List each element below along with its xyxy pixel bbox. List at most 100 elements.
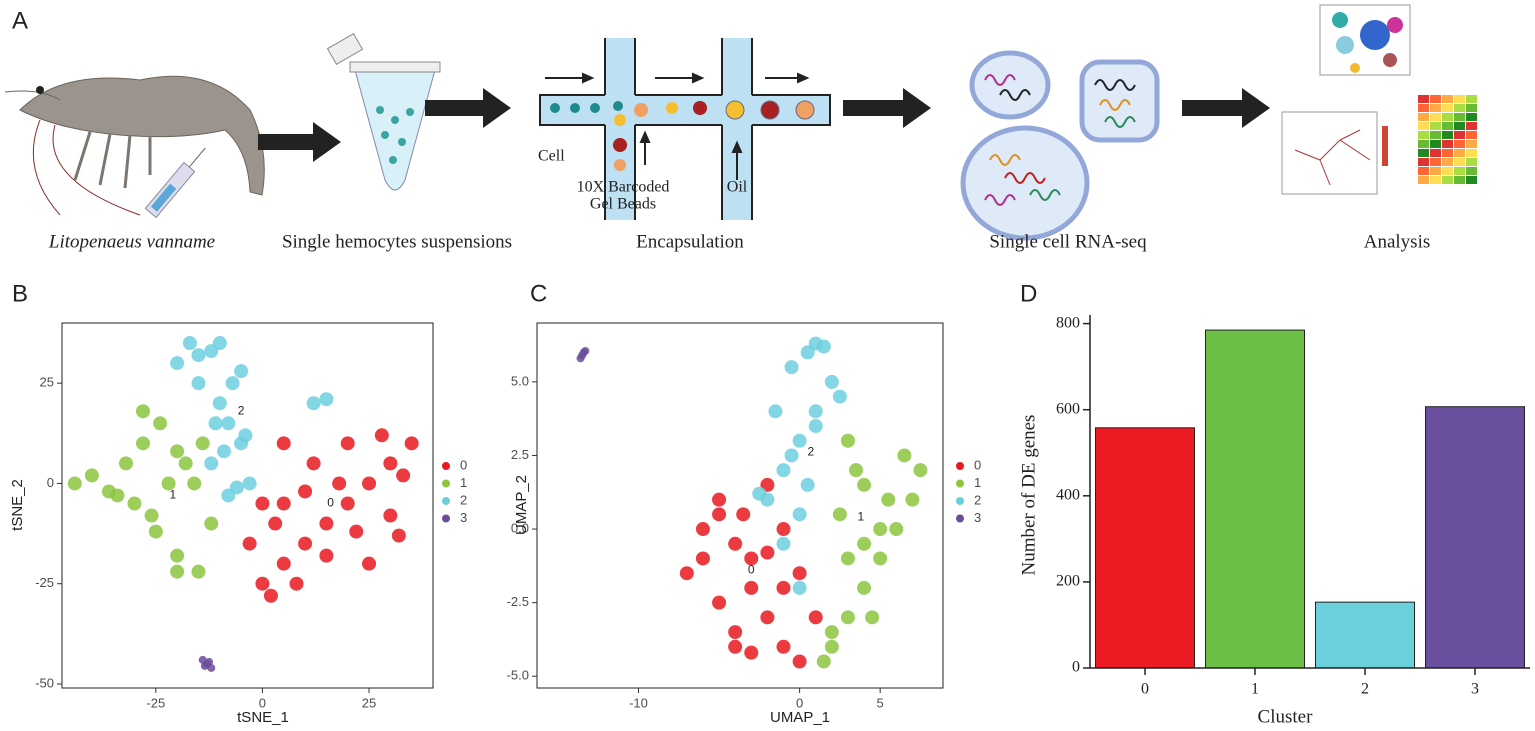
heat-cell [1430,104,1441,112]
x-tick-label: 0 [796,695,803,710]
x-tick-label: -25 [146,695,165,710]
point [144,508,159,523]
x-tick-label: 1 [1251,681,1259,698]
point [905,492,920,507]
heat-cell [1454,167,1465,175]
heat-cell [1454,131,1465,139]
heat-cell [1430,122,1441,130]
point [776,580,791,595]
point [383,508,398,523]
heat-cell [1442,149,1453,157]
point [881,492,896,507]
point [816,654,831,669]
rna-strands [984,74,1136,206]
point [234,364,249,379]
tube-illustration [326,33,441,191]
heat-cell [1466,113,1477,121]
point [824,639,839,654]
point [840,551,855,566]
point [255,576,270,591]
heat-cell [1454,122,1465,130]
step-label: Single hemocytes suspensions [282,231,512,252]
heat-cell [1430,176,1441,184]
point [391,528,406,543]
heat-cell [1418,176,1429,184]
point [161,476,176,491]
legend-label: 0 [974,457,981,472]
point [67,476,82,491]
heat-cell [1466,131,1477,139]
point [212,396,227,411]
heat-cell [1466,122,1477,130]
legend-label: 2 [974,492,981,507]
panel-label: D [1020,280,1037,307]
point [840,610,855,625]
diagram-label: Gel Beads [590,196,656,213]
point [736,507,751,522]
x-tick-label: 0 [1141,681,1149,698]
bar [1425,406,1525,669]
heat-cell [1430,113,1441,121]
cluster-label: 1 [857,509,864,523]
point [306,456,321,471]
heat-cell [1430,149,1441,157]
point [118,456,133,471]
x-axis-label: Cluster [1258,706,1314,727]
heat-cell [1442,176,1453,184]
shrimp-illustration [4,75,265,219]
heat-cell [1454,95,1465,103]
point [712,595,727,610]
legend-label: 0 [460,457,467,472]
heat-cell [1466,95,1477,103]
point [728,536,743,551]
heat-cell [1466,176,1477,184]
panel-label: B [12,280,28,307]
point [744,551,759,566]
diagram-label: 10X Barcoded [577,179,670,196]
y-tick-label: 600 [1056,400,1080,417]
point [242,476,257,491]
point [792,507,807,522]
point [110,488,125,503]
point [792,654,807,669]
point [383,456,398,471]
y-tick-label: 5.0 [511,373,529,388]
point [136,404,151,419]
point [695,551,710,566]
point [84,468,99,483]
point [808,336,823,351]
point [897,448,912,463]
point [340,436,355,451]
point [728,625,743,640]
point [212,336,227,351]
y-tick-label: 25 [40,375,54,390]
heat-cell [1454,158,1465,166]
point [776,639,791,654]
step-label: Analysis [1364,231,1431,252]
heat-cell [1466,158,1477,166]
heat-cell [1454,176,1465,184]
point [808,404,823,419]
heat-cell [1418,140,1429,148]
encapsulation-illustration [539,38,831,220]
point [148,524,163,539]
y-tick-label: -2.5 [507,594,529,609]
heat-cell [1466,104,1477,112]
point [865,610,880,625]
heat-cell [1442,95,1453,103]
point [808,419,823,434]
point [776,463,791,478]
point [800,477,815,492]
point [191,376,206,391]
step-label: Single cell RNA-seq [989,231,1147,252]
legend-swatch [956,479,964,488]
point [362,476,377,491]
y-tick-label: 400 [1056,486,1080,503]
legend-label: 3 [974,510,981,525]
point [744,580,759,595]
point [849,463,863,478]
point [857,536,872,551]
heat-cell [1466,140,1477,148]
heat-cell [1442,158,1453,166]
point [808,610,823,625]
